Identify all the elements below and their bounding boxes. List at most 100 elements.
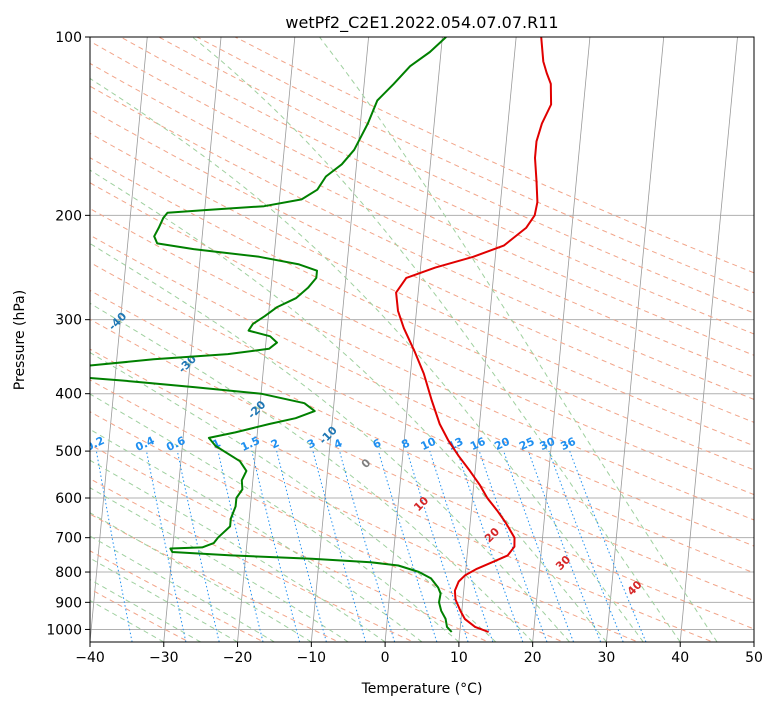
- moist-adiabat-line: [90, 459, 386, 642]
- dry-adiabat-label: -50: [37, 264, 60, 287]
- moist-adiabat-line: [90, 535, 275, 642]
- mixing-ratio-line: [456, 450, 524, 642]
- moist-adiabat-label: 30: [553, 553, 573, 573]
- y-tick-label: 900: [55, 595, 82, 611]
- mixing-ratio-line: [378, 450, 438, 642]
- mixing-ratio-line: [548, 450, 624, 642]
- isotherm-line: [753, 637, 754, 642]
- dry-adiabat-line: [90, 132, 754, 447]
- dry-adiabat-line: [90, 411, 565, 642]
- x-axis-title: Temperature (°C): [361, 681, 483, 697]
- dry-adiabat-line: [90, 207, 754, 521]
- x-tick-label: −40: [75, 650, 105, 666]
- x-tick-label: 40: [671, 650, 689, 666]
- x-axis-ticks: −40 −30 −20 −10 0 10 20 30 40 50: [75, 642, 763, 666]
- y-tick-label: 700: [55, 531, 82, 547]
- dry-adiabat-lines: [90, 37, 754, 642]
- y-axis-ticks: 100 200 300 400 500 600 700 800 900 1000: [46, 30, 90, 638]
- moist-adiabat-label: 40: [625, 578, 645, 598]
- moist-adiabat-line: [90, 428, 423, 642]
- moist-adiabat-line: [90, 557, 238, 642]
- dry-adiabat-line: [90, 550, 265, 642]
- x-tick-label: 20: [524, 650, 542, 666]
- moist-adiabat-line: [192, 37, 681, 642]
- y-tick-label: 800: [55, 565, 82, 581]
- mixing-ratio-label: 6: [371, 436, 384, 451]
- mixing-ratio-line: [527, 450, 602, 642]
- mixing-ratio-line: [312, 450, 367, 642]
- mixing-ratio-label: 20: [492, 435, 512, 453]
- moist-adiabat-line: [90, 77, 644, 642]
- moist-adiabat-line: [319, 37, 718, 642]
- y-axis-title: Pressure (hPa): [12, 290, 28, 390]
- mixing-ratio-line: [176, 451, 220, 642]
- moist-adiabat-line: [90, 242, 570, 642]
- mixing-ratio-label: 36: [559, 435, 579, 453]
- x-tick-label: 10: [450, 650, 468, 666]
- y-tick-label: 600: [55, 491, 82, 507]
- isotherm-line: [163, 37, 222, 642]
- mixing-ratio-line: [503, 450, 574, 642]
- dry-adiabat-line: [90, 379, 640, 642]
- x-tick-label: −30: [149, 650, 179, 666]
- mixing-ratio-label: 16: [468, 435, 488, 453]
- mixing-ratio-line: [146, 451, 187, 642]
- mixing-ratio-label: 25: [517, 435, 536, 453]
- mixing-ratio-line: [339, 450, 396, 642]
- plot-frame: [89, 36, 755, 643]
- x-tick-label: −20: [223, 650, 253, 666]
- dry-adiabat-line: [90, 108, 754, 423]
- moist-adiabat-label: 0: [359, 456, 374, 471]
- dry-adiabat-line: [90, 182, 754, 496]
- dry-adiabat-line: [90, 348, 715, 642]
- mixing-ratio-line: [217, 450, 264, 642]
- mixing-ratio-line: [569, 450, 647, 642]
- moist-adiabat-label: 10: [411, 494, 431, 514]
- dewpoint-profile-line: [90, 37, 453, 633]
- dry-adiabat-line: [90, 40, 754, 356]
- dry-adiabat-line: [90, 234, 754, 547]
- dry-adiabat-line: [90, 261, 754, 574]
- dry-adiabat-line: [120, 37, 754, 335]
- dry-adiabat-line: [196, 37, 754, 294]
- mixing-ratio-label: 30: [538, 435, 558, 453]
- line-labels: 0.10.20.40.611.52346810131620253036-100-…: [37, 264, 645, 599]
- isotherm-line: [384, 37, 443, 642]
- dry-adiabat-label: -40: [106, 310, 129, 333]
- mixing-ratio-line: [478, 450, 548, 642]
- y-tick-label: 400: [55, 387, 82, 403]
- x-tick-label: 30: [598, 650, 616, 666]
- dry-adiabat-line: [90, 289, 754, 602]
- mixing-ratio-lines: [95, 450, 647, 642]
- dry-adiabat-line: [90, 318, 754, 630]
- isotherm-line: [458, 37, 517, 642]
- isotherm-line: [606, 37, 665, 642]
- moist-adiabat-label: 20: [482, 525, 502, 545]
- chart-title: wetPf2_C2E1.2022.054.07.07.R11: [285, 13, 558, 33]
- isotherm-line: [679, 37, 738, 642]
- mixing-ratio-line: [429, 450, 494, 642]
- x-tick-label: −10: [297, 650, 327, 666]
- moist-adiabat-line: [90, 393, 460, 642]
- mixing-ratio-label: 13: [446, 435, 465, 453]
- y-tick-label: 200: [55, 208, 82, 224]
- dry-adiabat-line: [90, 85, 754, 400]
- y-tick-label: 300: [55, 313, 82, 329]
- profile-series: [90, 37, 553, 633]
- dry-adiabat-line: [234, 37, 754, 274]
- mixing-ratio-line: [406, 450, 469, 642]
- y-tick-label: 1000: [46, 622, 82, 638]
- y-tick-label: 100: [55, 30, 82, 46]
- moist-adiabat-lines: [90, 37, 718, 642]
- moist-adiabat-line: [90, 302, 534, 642]
- isotherm-line: [237, 37, 296, 642]
- plot-area: 0.10.20.40.611.52346810131620253036-100-…: [37, 37, 754, 642]
- mixing-ratio-line: [95, 451, 133, 642]
- moist-adiabat-line: [90, 352, 497, 642]
- dry-adiabat-line: [90, 478, 415, 642]
- mixing-ratio-label: 10: [419, 435, 439, 453]
- x-tick-label: 50: [745, 650, 763, 666]
- moist-adiabat-line: [90, 169, 607, 642]
- mixing-ratio-line: [251, 450, 301, 642]
